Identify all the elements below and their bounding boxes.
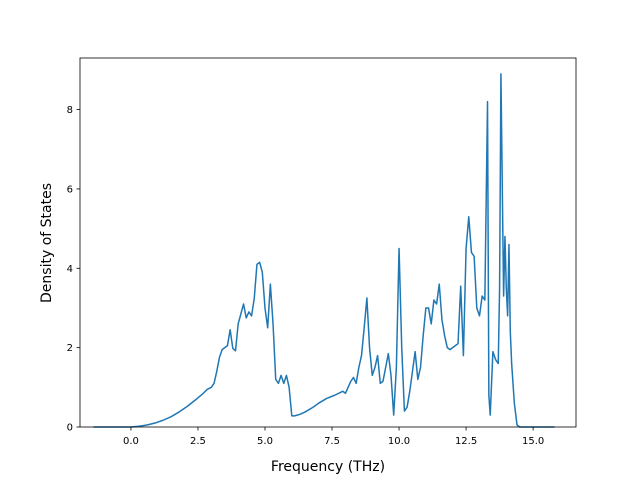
plot-area bbox=[93, 73, 555, 428]
x-tick-label: 10.0 bbox=[388, 436, 410, 447]
x-tick-label: 15.0 bbox=[522, 436, 544, 447]
y-axis-title: Density of States bbox=[39, 183, 55, 303]
y-tick-label: 8 bbox=[67, 105, 73, 116]
plot-frame bbox=[79, 57, 577, 428]
y-tick-label: 6 bbox=[67, 185, 73, 196]
y-tick-label: 0 bbox=[67, 423, 73, 434]
x-tick-label: 12.5 bbox=[455, 436, 477, 447]
y-tick-label: 4 bbox=[67, 264, 73, 275]
x-axis-title: Frequency (THz) bbox=[271, 459, 385, 475]
axes: 0.0 2.5 5.0 7.5 10.0 12.5 15.0 0 2 4 6 8 bbox=[67, 57, 577, 447]
dos-line bbox=[93, 73, 555, 428]
x-tick-label: 7.5 bbox=[324, 436, 340, 447]
x-tick-label: 2.5 bbox=[190, 436, 206, 447]
y-tick-label: 2 bbox=[67, 343, 73, 354]
x-tick-label: 5.0 bbox=[257, 436, 273, 447]
x-tick-label: 0.0 bbox=[123, 436, 139, 447]
